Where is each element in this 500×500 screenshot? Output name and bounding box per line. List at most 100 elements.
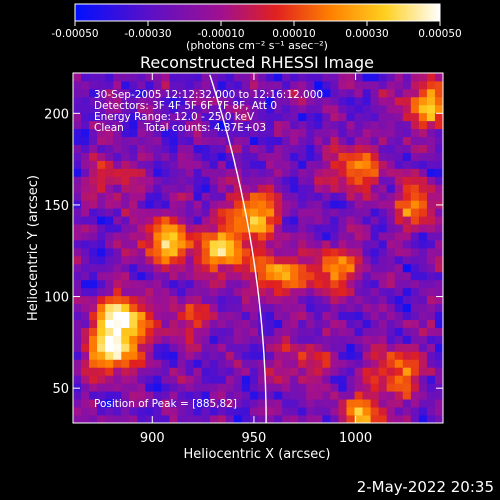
heatmap-cell: [306, 168, 315, 177]
heatmap-cell: [346, 407, 355, 416]
heatmap-cell: [386, 96, 396, 106]
heatmap-cell: [241, 136, 251, 145]
heatmap-cell: [129, 120, 138, 130]
heatmap-cell: [217, 375, 227, 384]
heatmap-cell: [306, 96, 315, 106]
heatmap-cell: [258, 367, 267, 376]
heatmap-cell: [394, 319, 404, 328]
heatmap-cell: [81, 351, 90, 360]
heatmap-cell: [266, 263, 275, 273]
heatmap-cell: [306, 359, 315, 368]
heatmap-cell: [169, 367, 178, 376]
heatmap-cell: [177, 295, 187, 305]
heatmap-cell: [153, 319, 162, 328]
heatmap-cell: [209, 287, 219, 297]
heatmap-cell: [169, 255, 178, 265]
heatmap-cell: [241, 255, 251, 265]
heatmap-cell: [145, 351, 154, 360]
heatmap-cell: [105, 152, 114, 161]
heatmap-cell: [241, 271, 251, 281]
heatmap-cell: [330, 271, 339, 281]
heatmap-cell: [434, 359, 443, 368]
heatmap-cell: [241, 327, 251, 336]
heatmap-cell: [121, 303, 130, 313]
heatmap-cell: [346, 168, 355, 177]
heatmap-cell: [89, 367, 98, 376]
heatmap-cell: [137, 104, 146, 114]
heatmap-cell: [290, 208, 299, 217]
heatmap-cell: [81, 80, 90, 90]
heatmap-cell: [322, 335, 331, 344]
heatmap-cell: [290, 271, 299, 281]
heatmap-cell: [249, 240, 259, 249]
heatmap-cell: [161, 335, 170, 344]
heatmap-cell: [145, 343, 154, 352]
heatmap-cell: [81, 295, 90, 305]
heatmap-cell: [386, 311, 396, 320]
heatmap-cell: [193, 391, 203, 400]
heatmap-cell: [225, 200, 235, 209]
heatmap-cell: [89, 80, 98, 90]
heatmap-cell: [241, 399, 251, 408]
heatmap-cell: [426, 319, 436, 328]
heatmap-cell: [169, 176, 178, 185]
heatmap-cell: [209, 232, 219, 241]
heatmap-cell: [290, 415, 299, 423]
heatmap-cell: [217, 255, 227, 265]
heatmap-cell: [402, 295, 412, 305]
heatmap-cell: [161, 120, 170, 130]
heatmap-cell: [81, 184, 90, 193]
heatmap-cell: [169, 327, 178, 336]
heatmap-cell: [121, 176, 130, 185]
heatmap-cell: [129, 112, 138, 122]
heatmap-cell: [97, 415, 106, 423]
heatmap-cell: [225, 359, 235, 368]
heatmap-cell: [362, 104, 372, 114]
heatmap-cell: [362, 375, 372, 384]
heatmap-cell: [290, 343, 299, 352]
heatmap-cell: [153, 248, 162, 257]
heatmap-cell: [185, 232, 195, 241]
heatmap-cell: [241, 351, 251, 360]
heatmap-cell: [346, 311, 355, 320]
heatmap-cell: [217, 327, 227, 336]
heatmap-cell: [153, 136, 162, 145]
heatmap-cell: [225, 319, 235, 328]
heatmap-cell: [201, 383, 211, 392]
heatmap-cell: [418, 73, 428, 82]
heatmap-cell: [394, 240, 404, 249]
heatmap-cell: [298, 383, 307, 392]
heatmap-cell: [105, 399, 114, 408]
heatmap-cell: [209, 271, 219, 281]
heatmap-cell: [426, 375, 436, 384]
heatmap-cell: [258, 240, 267, 249]
heatmap-cell: [362, 295, 372, 305]
heatmap-cell: [314, 383, 323, 392]
heatmap-cell: [113, 176, 122, 185]
heatmap-cell: [258, 144, 267, 153]
heatmap-cell: [290, 136, 299, 145]
heatmap-cell: [153, 375, 162, 384]
heatmap-cell: [418, 160, 428, 169]
heatmap-cell: [274, 383, 283, 392]
colorbar-ticks: -0.00050 -0.00030 -0.00010 0.00010 0.00030 0.…: [51, 21, 462, 40]
heatmap-cell: [153, 295, 162, 305]
heatmap-cells: [73, 73, 443, 423]
heatmap-cell: [249, 311, 259, 320]
heatmap-cell: [233, 240, 243, 249]
heatmap-cell: [370, 295, 380, 305]
heatmap-cell: [169, 152, 178, 161]
heatmap-cell: [145, 88, 154, 98]
heatmap-cell: [362, 176, 372, 185]
heatmap-cell: [105, 359, 114, 368]
heatmap-cell: [185, 104, 195, 114]
heatmap-cell: [113, 144, 122, 153]
heatmap-cell: [314, 184, 323, 193]
heatmap-cell: [418, 263, 428, 273]
heatmap-cell: [113, 112, 122, 122]
heatmap-cell: [394, 407, 404, 416]
heatmap-cell: [241, 391, 251, 400]
heatmap-cell: [322, 343, 331, 352]
heatmap-cell: [201, 136, 211, 145]
heatmap-cell: [362, 383, 372, 392]
